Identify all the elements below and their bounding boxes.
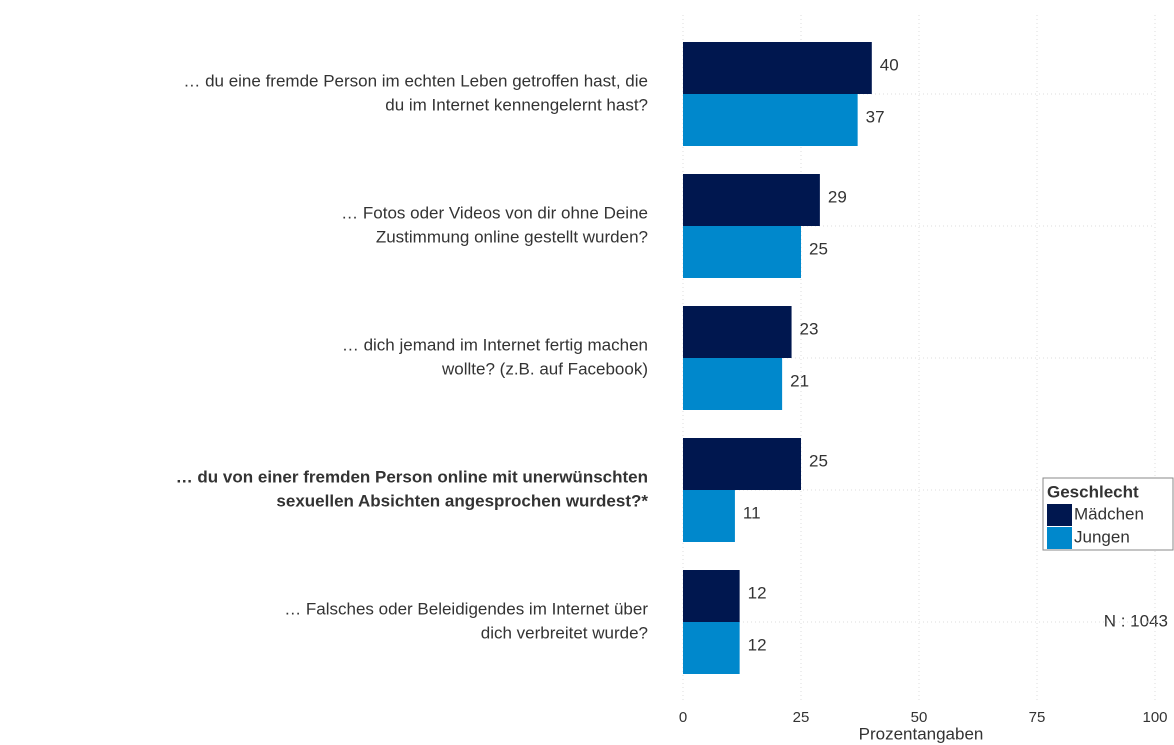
legend-swatch xyxy=(1047,504,1072,526)
bar xyxy=(683,174,820,226)
bar xyxy=(683,570,740,622)
bar xyxy=(683,306,792,358)
bar xyxy=(683,490,735,542)
value-label: 29 xyxy=(828,187,847,206)
bar xyxy=(683,42,872,94)
value-label: 25 xyxy=(809,451,828,470)
annotation: N : 1043 xyxy=(1104,611,1168,630)
value-label: 11 xyxy=(743,503,761,522)
value-label: 21 xyxy=(790,371,809,390)
legend-label: Jungen xyxy=(1074,527,1130,546)
legend-title: Geschlecht xyxy=(1047,482,1139,501)
category-label: Zustimmung online gestellt wurden? xyxy=(376,227,648,246)
legend-swatch xyxy=(1047,527,1072,549)
category-label: … du von einer fremden Person online mit… xyxy=(176,467,648,486)
bar xyxy=(683,358,783,410)
value-label: 37 xyxy=(866,107,885,126)
x-tick-label: 50 xyxy=(911,709,928,726)
legend-label: Mädchen xyxy=(1074,504,1144,523)
value-label: 12 xyxy=(748,635,767,654)
bar xyxy=(683,94,858,146)
category-label: … Falsches oder Beleidigendes im Interne… xyxy=(284,599,648,618)
category-label: wollte? (z.B. auf Facebook) xyxy=(441,359,648,378)
x-tick-label: 75 xyxy=(1029,709,1046,726)
category-label: du im Internet kennengelernt hast? xyxy=(385,95,648,114)
category-label: … dich jemand im Internet fertig machen xyxy=(342,335,648,354)
category-label: dich verbreitet wurde? xyxy=(481,623,648,642)
bar xyxy=(683,438,801,490)
category-label: … Fotos oder Videos von dir ohne Deine xyxy=(341,203,648,222)
x-axis-label: Prozentangaben xyxy=(859,724,984,743)
value-label: 12 xyxy=(748,583,767,602)
bar xyxy=(683,622,740,674)
value-label: 40 xyxy=(880,55,899,74)
x-tick-label: 0 xyxy=(679,709,687,726)
x-tick-label: 100 xyxy=(1142,709,1167,726)
bar xyxy=(683,226,801,278)
category-label: … du eine fremde Person im echten Leben … xyxy=(183,71,648,90)
category-label: sexuellen Absichten angesprochen wurdest… xyxy=(276,491,648,510)
value-label: 23 xyxy=(800,319,819,338)
value-label: 25 xyxy=(809,239,828,258)
x-tick-label: 25 xyxy=(793,709,810,726)
